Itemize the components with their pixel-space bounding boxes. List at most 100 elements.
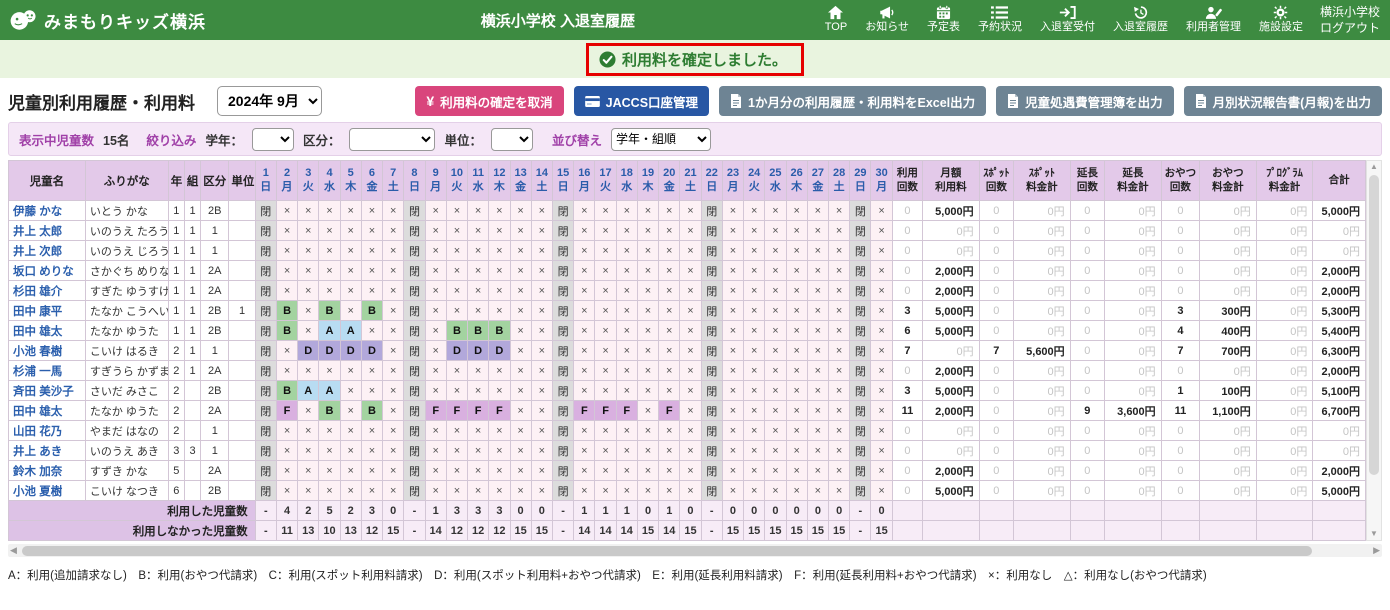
nav-item-top[interactable]: TOP <box>816 4 856 35</box>
stat-cell: 0 <box>978 220 1015 241</box>
summary-label: 利用した児童数 <box>8 500 256 521</box>
student-name-link[interactable]: 井上 次郎 <box>8 240 86 261</box>
student-name-link[interactable]: 杉田 雄介 <box>8 280 86 301</box>
nav-item-settings[interactable]: 施設設定 <box>1250 4 1312 35</box>
day-cell: × <box>594 360 617 381</box>
summary-empty-cell <box>922 500 980 521</box>
student-name-link[interactable]: 杉浦 一馬 <box>8 360 86 381</box>
day-cell: × <box>594 260 617 281</box>
student-name-link[interactable]: 田中 雄太 <box>8 320 86 341</box>
gear-icon <box>1272 4 1289 20</box>
day-cell: × <box>658 440 681 461</box>
day-cell: × <box>828 340 851 361</box>
day-cell: × <box>488 200 511 221</box>
summary-empty-cell <box>978 520 1015 541</box>
student-name-link[interactable]: 鈴木 加奈 <box>8 460 86 481</box>
summary-day-value: 15 <box>743 520 766 541</box>
nav-item-news[interactable]: お知らせ <box>856 4 918 35</box>
student-name-link[interactable]: 坂口 めりな <box>8 260 86 281</box>
stat-cell: 0円 <box>1255 360 1314 381</box>
student-name-link[interactable]: 田中 雄太 <box>8 400 86 421</box>
day-cell: × <box>297 440 320 461</box>
stat-cell: 0円 <box>1199 440 1257 461</box>
scroll-down-icon[interactable]: ▼ <box>1370 529 1378 538</box>
logout-link[interactable]: ログアウト <box>1319 21 1380 35</box>
day-cell: × <box>339 380 362 401</box>
jaccs-account-button[interactable]: JACCS口座管理 <box>573 86 710 116</box>
nav-item-checkin[interactable]: 入退室受付 <box>1031 4 1104 35</box>
summary-day-value: 0 <box>636 500 660 521</box>
cancel-confirm-button[interactable]: ¥ 利用料の確定を取消 <box>415 86 564 116</box>
summary-empty-cell <box>1255 520 1314 541</box>
student-name-link[interactable]: 井上 太郎 <box>8 220 86 241</box>
scroll-up-icon[interactable]: ▲ <box>1370 162 1378 171</box>
day-cell: × <box>275 340 299 361</box>
day-cell: 閉 <box>551 360 575 381</box>
stat-cell: 2,000円 <box>922 460 980 481</box>
day-cell: 閉 <box>700 320 723 341</box>
student-name-link[interactable]: 斉田 美沙子 <box>8 380 86 401</box>
summary-day-value: 15 <box>870 520 893 541</box>
vertical-scroll-thumb[interactable] <box>1369 175 1379 475</box>
student-kana: いのうえ たろう <box>84 220 169 241</box>
unit-select[interactable] <box>490 127 533 151</box>
summary-day-value: 15 <box>806 520 830 541</box>
day-cell: 閉 <box>551 300 575 321</box>
student-name-link[interactable]: 井上 あき <box>8 440 86 461</box>
nav-item-history[interactable]: 入退室履歴 <box>1104 4 1177 35</box>
day-cell: × <box>679 420 702 441</box>
student-row: 鈴木 加奈 すずき かな 5 2A 閉 × × × × × × 閉 × × × × × × 閉 × × × × × × 閉 × × × ×… <box>8 460 1366 481</box>
flash-message: 利用料を確定しました。 <box>621 51 787 69</box>
day-cell: × <box>360 260 384 281</box>
day-cell: × <box>721 360 745 381</box>
scroll-left-icon[interactable]: ◀ <box>10 545 17 555</box>
day-cell: × <box>870 420 893 441</box>
student-name-link[interactable]: 山田 花乃 <box>8 420 86 441</box>
excel-export-button[interactable]: 1か月分の利用履歴・利用料をExcel出力 <box>719 86 987 116</box>
day-cell: × <box>488 280 511 301</box>
day-cell: × <box>828 460 851 481</box>
month-select[interactable]: 2024年 9月 <box>217 86 322 116</box>
stat-cell: 0 <box>1069 420 1106 441</box>
summary-empty-cell <box>1199 500 1257 521</box>
day-cell: B <box>467 320 490 341</box>
day-cell: × <box>467 200 490 221</box>
nav-item-users[interactable]: 利用者管理 <box>1177 4 1250 35</box>
day-cell: 閉 <box>700 480 723 501</box>
geppou-export-button[interactable]: 月別状況報告書(月報)を出力 <box>1183 86 1382 116</box>
day-cell: × <box>721 400 745 421</box>
student-name-link[interactable]: 田中 康平 <box>8 300 86 321</box>
stat-cell: 0円 <box>1255 220 1314 241</box>
day-header-12: 12 木 <box>488 160 511 201</box>
student-name-link[interactable]: 小池 春樹 <box>8 340 86 361</box>
kanribo-export-button[interactable]: 児童処遇費管理簿を出力 <box>996 86 1174 116</box>
day-cell: × <box>806 460 830 481</box>
kubun-select[interactable] <box>349 127 436 151</box>
stat-cell: 0円 <box>1255 200 1314 221</box>
stat-cell: 0円 <box>1104 200 1162 221</box>
vertical-scrollbar[interactable]: ▲ ▼ <box>1366 160 1382 541</box>
scroll-right-icon[interactable]: ▶ <box>1373 545 1380 555</box>
day-cell: 閉 <box>254 420 277 441</box>
sort-select[interactable]: 学年・組順 <box>611 127 711 151</box>
student-grade: 2 <box>167 340 185 361</box>
day-cell: × <box>573 380 596 401</box>
stat-cell: 0 <box>1160 200 1201 221</box>
day-cell: × <box>275 240 299 261</box>
day-cell: × <box>764 340 787 361</box>
horizontal-scrollbar[interactable]: ◀ ▶ <box>8 544 1382 557</box>
student-name-link[interactable]: 小池 夏樹 <box>8 480 86 501</box>
grade-select[interactable] <box>251 127 294 151</box>
stat-cell: 0 <box>891 420 924 441</box>
student-name-link[interactable]: 伊藤 かな <box>8 200 86 221</box>
nav-item-schedule[interactable]: 予定表 <box>918 4 969 35</box>
day-cell: × <box>594 480 617 501</box>
stat-cell: 0円 <box>1255 440 1314 461</box>
day-cell: × <box>828 360 851 381</box>
stat-cell: 5,400円 <box>1312 320 1366 341</box>
app-logo[interactable]: みまもりキッズ横浜 <box>10 8 300 33</box>
day-cell: × <box>382 340 405 361</box>
horizontal-scroll-thumb[interactable] <box>22 545 1312 556</box>
nav-item-booking[interactable]: 予約状況 <box>969 4 1031 35</box>
school-name: 横浜小学校 <box>1319 4 1380 19</box>
